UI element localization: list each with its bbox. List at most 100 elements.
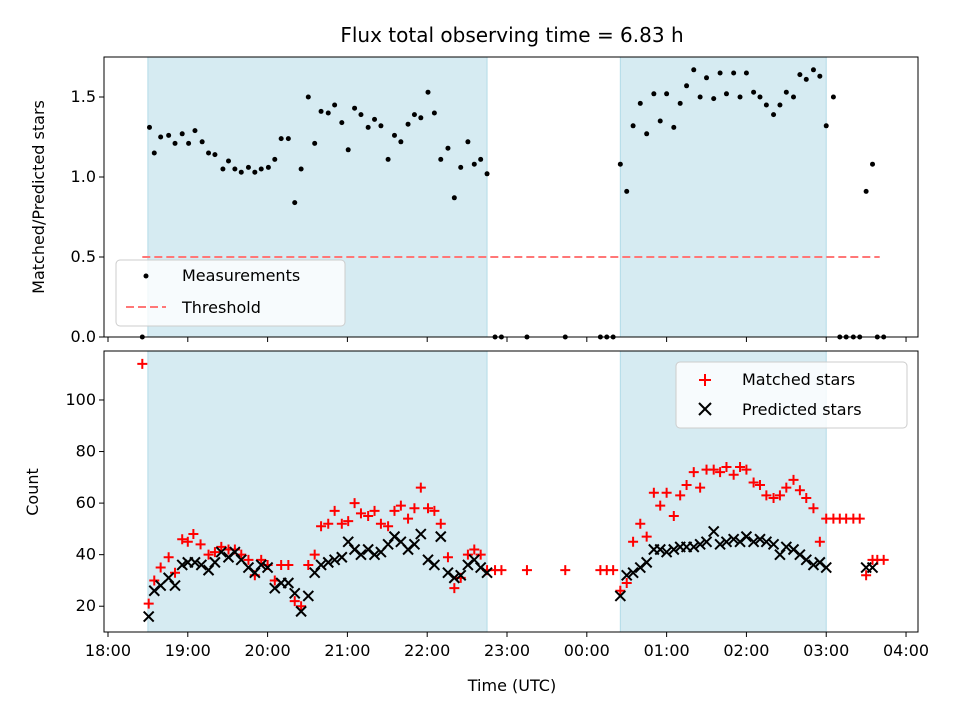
predicted-star-point [714,538,726,551]
shaded-region-2 [619,56,827,338]
top-legend: Measurements Threshold [115,259,346,327]
top-panel: 0.0 0.5 1.0 1.5 Matched/Predicted stars Mea… [29,56,919,346]
matched-star-point [681,480,692,491]
matched-star-point [695,482,706,493]
measurement-point [158,134,164,140]
measurement-point [206,150,212,156]
predicted-star-point [415,528,427,540]
matched-star-point [289,596,300,607]
measurement-point [179,131,185,137]
top-x-axis-ticks [107,337,907,342]
measurement-point [870,161,876,167]
x-tick-label: 01:00 [644,641,690,660]
measurement-point [372,116,378,122]
predicted-star-point [621,569,633,581]
x-tick-label: 23:00 [484,641,530,660]
bottom-panel: 20 40 60 80 100 18:00 19:00 20:00 21:00 22:00 23:… [23,350,929,695]
y-tick-label: 1.0 [71,167,96,186]
matched-star-point [209,547,220,558]
measurement-point [478,156,484,162]
measurement-point [252,169,258,175]
predicted-star-point [820,561,832,574]
measurement-point [458,164,464,170]
x-axis-label: Time (UTC) [467,676,556,695]
matched-star-point [878,554,889,565]
measurement-point [471,161,477,167]
measurement-point [212,152,218,158]
matched-star-point [363,510,374,521]
matched-star-point [355,508,366,519]
measurement-point [272,156,278,162]
matched-star-point [283,559,294,570]
y-tick-label: 100 [65,390,96,409]
measurement-point [146,124,152,130]
predicted-star-point [660,546,673,558]
matched-star-point [375,518,386,529]
measurement-point [391,132,397,138]
measurement-point [671,124,677,130]
matched-star-point [641,531,652,542]
measurement-point [298,166,304,172]
matched-star-point [794,485,805,496]
y-tick-label: 0.0 [71,327,96,346]
matched-star-point [442,552,453,563]
matched-star-point [423,503,434,514]
measurement-point [172,140,178,146]
matched-star-point [621,578,632,589]
matched-star-point [655,500,666,511]
measurement-point [644,131,650,137]
matched-star-point [316,521,327,532]
predicted-star-point [322,556,334,569]
matched-star-point [149,575,160,586]
measurement-point [684,83,690,89]
x-tick-label: 20:00 [245,641,291,660]
legend-matched-marker [699,374,711,386]
measurement-point [664,91,670,97]
measurement-point [731,70,737,76]
y-tick-label: 1.5 [71,87,96,106]
measurement-point [651,91,657,97]
measurement-point [151,150,157,156]
measurement-point [352,105,358,111]
predicted-star-point [720,536,733,548]
measurement-point [737,94,743,100]
measurement-point [285,136,291,142]
measurement-point [830,94,836,100]
measurement-point [624,188,630,194]
measurement-point [431,110,437,116]
measurement-point [438,156,444,162]
predicted-star-point [694,538,706,551]
measurement-point [717,70,723,76]
matched-star-point [735,462,746,473]
measurement-point [405,121,411,127]
top-y-axis-ticks: 0.0 0.5 1.0 1.5 [71,87,104,346]
x-tick-label: 22:00 [404,641,450,660]
bottom-x-axis-ticks: 18:00 19:00 20:00 21:00 22:00 23:00 00:00 01:00… [85,632,929,660]
matched-star-point [163,552,174,563]
predicted-star-point [614,590,627,602]
predicted-star-point [195,559,208,571]
measurement-point [265,164,271,170]
matched-star-point [628,536,639,547]
matched-star-point [854,513,865,524]
measurement-point [743,70,749,76]
predicted-star-point [700,536,713,548]
matched-star-point [188,529,199,540]
bottom-y-axis-ticks: 20 40 60 80 100 [65,390,104,615]
measurement-point [484,171,490,177]
matched-star-point [383,521,394,532]
x-tick-label: 00:00 [564,641,610,660]
matched-star-point [137,358,148,369]
matched-star-point [415,482,426,493]
predicted-star-point [668,543,680,556]
measurement-point [445,145,451,151]
measurement-point [332,102,338,108]
matched-star-point [728,469,739,480]
y-tick-label: 60 [76,493,96,512]
matched-star-point [688,467,699,478]
predicted-star-point [727,533,740,545]
matched-star-point [748,477,759,488]
matched-star-point [615,585,626,596]
measurement-point [398,139,404,145]
